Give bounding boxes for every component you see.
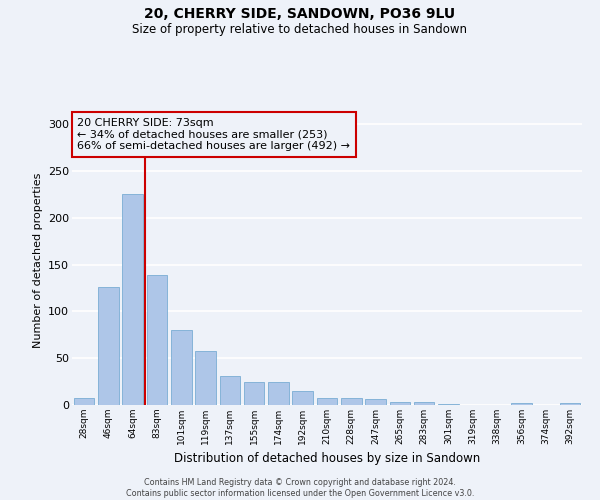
Bar bbox=[560, 403, 580, 405]
Bar bbox=[389, 402, 410, 405]
Bar bbox=[122, 194, 143, 405]
Bar bbox=[220, 376, 240, 405]
Y-axis label: Number of detached properties: Number of detached properties bbox=[32, 172, 43, 348]
Bar bbox=[341, 398, 362, 405]
X-axis label: Distribution of detached houses by size in Sandown: Distribution of detached houses by size … bbox=[174, 452, 480, 466]
Bar bbox=[98, 287, 119, 405]
Bar bbox=[195, 350, 216, 405]
Bar bbox=[292, 391, 313, 405]
Bar bbox=[146, 275, 167, 405]
Bar bbox=[414, 402, 434, 405]
Bar bbox=[511, 403, 532, 405]
Bar bbox=[438, 404, 459, 405]
Text: 20, CHERRY SIDE, SANDOWN, PO36 9LU: 20, CHERRY SIDE, SANDOWN, PO36 9LU bbox=[145, 8, 455, 22]
Bar bbox=[365, 400, 386, 405]
Bar bbox=[171, 330, 191, 405]
Text: 20 CHERRY SIDE: 73sqm
← 34% of detached houses are smaller (253)
66% of semi-det: 20 CHERRY SIDE: 73sqm ← 34% of detached … bbox=[77, 118, 350, 151]
Bar bbox=[74, 398, 94, 405]
Bar bbox=[244, 382, 265, 405]
Bar bbox=[317, 398, 337, 405]
Text: Size of property relative to detached houses in Sandown: Size of property relative to detached ho… bbox=[133, 22, 467, 36]
Text: Contains HM Land Registry data © Crown copyright and database right 2024.
Contai: Contains HM Land Registry data © Crown c… bbox=[126, 478, 474, 498]
Bar bbox=[268, 382, 289, 405]
